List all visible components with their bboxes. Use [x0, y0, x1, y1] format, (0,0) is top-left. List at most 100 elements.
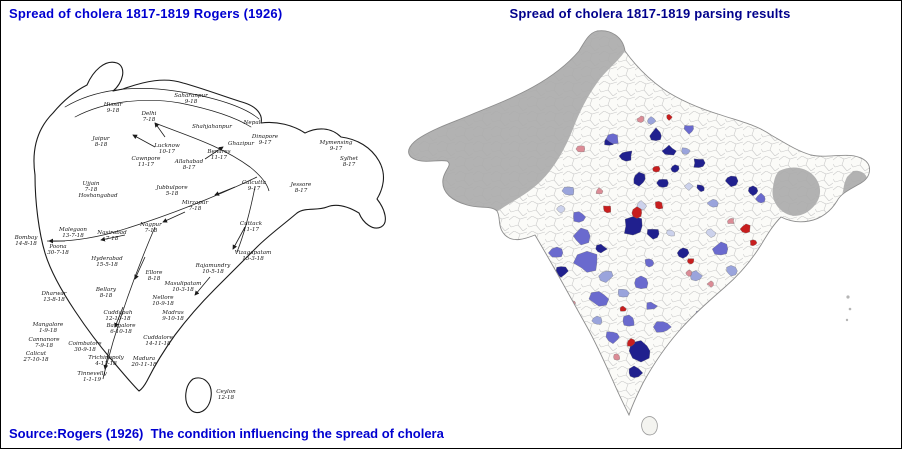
ceylon-island — [185, 377, 212, 414]
offshore-islands — [845, 295, 852, 322]
himalaya-line-2 — [74, 100, 252, 128]
place-label: Cawnpore 11-17 — [132, 156, 162, 168]
place-label: Bombay 14-8-18 — [14, 235, 39, 247]
route-ganges — [154, 122, 270, 192]
place-label: Hyderabad 15-5-18 — [90, 256, 123, 268]
place-label: Sylhet 8-17 — [340, 156, 359, 168]
district-patch-red — [652, 166, 661, 173]
district-patch-navy — [725, 175, 739, 187]
india-hand-drawn-outline — [33, 61, 386, 392]
place-label: Ghazipur — [228, 141, 254, 147]
place-label: Calicut 27-10-18 — [22, 351, 49, 363]
place-label: Dinapore 9-17 — [251, 134, 279, 146]
district-patch-lblue — [726, 265, 738, 277]
district-patch-navy — [693, 158, 706, 168]
district-patch-lblue — [681, 147, 691, 155]
place-label: Ellore 8-18 — [144, 270, 163, 282]
place-label: Poona 30-7-18 — [47, 244, 69, 256]
district-patch-pale — [684, 182, 694, 191]
place-label: Mangalore 1-9-18 — [32, 322, 64, 334]
district-patch-pink — [685, 269, 692, 277]
district-patch-blue — [634, 275, 649, 289]
district-patch-navy — [633, 171, 646, 187]
place-label: Ceylon 12-18 — [216, 389, 236, 401]
district-patch-blue — [573, 211, 586, 223]
district-patch-blue — [573, 227, 591, 246]
district-patch-blue — [646, 301, 658, 310]
district-patch-pale — [556, 205, 566, 214]
place-label: Masulipatam 10-3-18 — [164, 281, 202, 293]
place-label: Jessore 8-17 — [290, 182, 312, 194]
district-patch-pink — [636, 115, 644, 123]
district-patch-navy — [628, 365, 644, 378]
district-patch-blue — [548, 246, 564, 258]
district-patch-blue — [573, 251, 598, 273]
district-patch-lblue — [598, 270, 614, 283]
district-patch-red — [750, 239, 758, 246]
spread-arrows — [48, 122, 246, 370]
place-label: Rajamundry 10-5-18 — [195, 263, 232, 275]
left-map-title: Spread of cholera 1817-1819 Rogers (1926… — [9, 6, 283, 21]
district-patch-navy — [618, 150, 633, 162]
place-label: Bangalore 6-10-18 — [105, 323, 136, 335]
district-patch-navy — [670, 164, 680, 173]
district-patch-blue — [605, 133, 619, 144]
place-label: Hoshangabad — [77, 193, 117, 199]
district-patch-red — [687, 258, 694, 265]
place-labels: Saharanpur 9-18 Hissar 9-18 Delhi 7-18 Shahjah… — [14, 93, 359, 401]
place-label: Bellary 8-18 — [95, 287, 117, 299]
place-label: Delhi 7-18 — [141, 111, 157, 123]
district-patch-navy — [595, 243, 608, 254]
district-patch-blue — [644, 258, 655, 268]
district-patch-pink — [613, 353, 620, 361]
place-label: Mymensing 9-17 — [319, 140, 353, 152]
place-label: Trichinopoly 4-11-18 — [88, 355, 124, 367]
district-patch-red — [739, 223, 751, 234]
place-label: Jubbulpore 5-18 — [155, 185, 188, 197]
district-patch-lblue — [706, 199, 719, 208]
district-patch-lblue — [561, 186, 575, 196]
parsing-results-map — [408, 30, 870, 436]
district-patch-blue — [622, 314, 635, 327]
district-patch-navy — [646, 229, 660, 240]
place-label: Lucknow 10-17 — [153, 143, 180, 155]
sri-lanka-island — [641, 416, 658, 436]
place-label: Nepal — [243, 120, 261, 126]
district-patch-blue — [712, 241, 728, 256]
place-label: Tinnevelly 1-1-19 — [77, 371, 107, 383]
himalaya-line-1 — [64, 88, 260, 120]
district-choropleth-patches — [548, 114, 766, 378]
district-patch-red — [655, 201, 664, 210]
place-label: Shahjahanpur — [192, 124, 232, 130]
district-patch-blue — [588, 291, 609, 307]
district-patch-blue — [755, 192, 766, 204]
right-map-title: Spread of cholera 1817-1819 parsing resu… — [509, 6, 791, 21]
place-label: Malegaon 13-7-18 — [58, 227, 87, 239]
district-patch-navy — [649, 127, 662, 141]
route-east-coast — [236, 186, 256, 253]
district-patch-pink — [595, 187, 604, 195]
source-caption: Source:Rogers (1926) The condition influ… — [9, 426, 444, 441]
district-patch-navy — [748, 185, 759, 196]
place-label: Ujjain 7-18 — [83, 181, 100, 193]
bangladesh-region — [772, 167, 821, 216]
district-patch-lblue — [591, 315, 603, 325]
subcontinent-outline — [408, 30, 870, 417]
place-label: Hissar 9-18 — [103, 102, 123, 114]
place-label: Nasirabad 7-18 — [96, 230, 127, 242]
district-patch-pink — [706, 280, 714, 288]
district-patch-pink — [727, 218, 735, 224]
district-patch-blue — [605, 331, 620, 344]
pakistan-region — [408, 30, 625, 211]
district-patch-red — [666, 114, 673, 121]
district-patch-navy — [628, 340, 651, 363]
district-patch-navy — [624, 216, 643, 236]
place-label: Calcutta 9-17 — [242, 180, 266, 192]
rogers-1926-map: Saharanpur 9-18 Hissar 9-18 Delhi 7-18 Shahjah… — [14, 61, 386, 414]
district-patch-lblue — [647, 116, 657, 125]
place-label: Coimbatore 30-9-18 — [68, 341, 102, 353]
district-patch-pale — [636, 200, 647, 211]
district-patch-pale — [666, 229, 675, 237]
place-label: Jaipur 8-18 — [91, 136, 110, 148]
place-label: Cuddalore 14-11-18 — [143, 335, 173, 347]
